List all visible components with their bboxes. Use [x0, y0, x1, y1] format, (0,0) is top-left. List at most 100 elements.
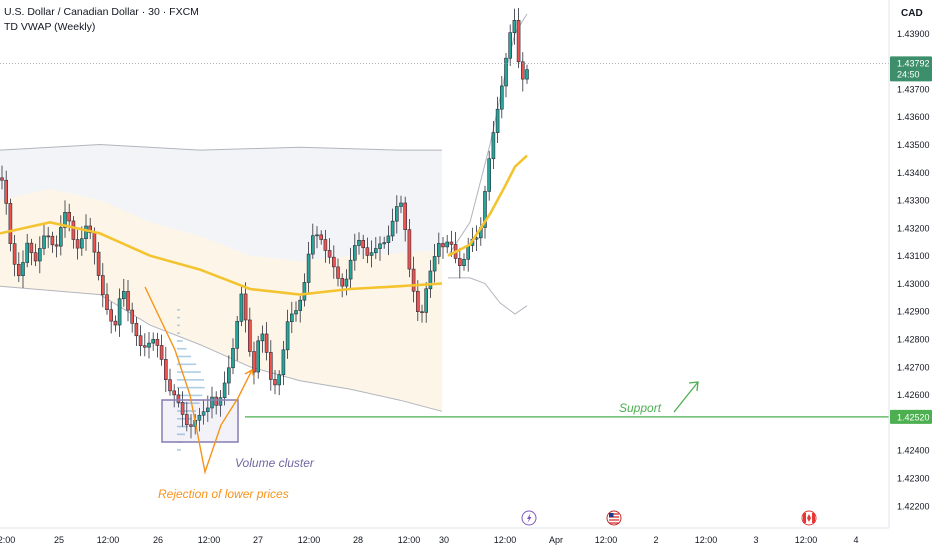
us-flag-canton: [609, 513, 614, 517]
volume-profile-bar: [177, 363, 197, 366]
volume-profile-bar: [177, 340, 183, 342]
candle-bull: [117, 298, 122, 326]
price-tick-label: 1.43500: [897, 140, 930, 150]
candle-bull: [227, 367, 231, 384]
candle-bull: [508, 32, 513, 59]
candle-bear: [67, 211, 71, 222]
price-tick-label: 1.42300: [897, 473, 930, 483]
candle-bull: [58, 227, 63, 247]
candle-bear: [96, 251, 101, 276]
candle-bear: [268, 352, 273, 380]
time-tick-label: 3: [753, 535, 758, 545]
time-tick-label: 28: [353, 535, 363, 545]
candle-bear: [130, 309, 134, 324]
volume-cluster-box: [161, 399, 239, 443]
support-arrow-head: [688, 381, 699, 392]
candle-bear: [361, 239, 366, 249]
candle-bear: [92, 232, 97, 253]
price-axis-bg[interactable]: [889, 0, 932, 550]
currency-label: CAD: [901, 8, 923, 19]
chart-title: U.S. Dollar / Canadian Dollar · 30 · FXC…: [4, 6, 199, 18]
candle-bull: [373, 248, 378, 254]
candle-bear: [176, 394, 181, 403]
candle-bull: [491, 132, 496, 160]
price-tick-label: 1.43700: [897, 84, 930, 94]
candle-bull: [483, 191, 487, 228]
candle-bull: [466, 245, 471, 260]
candle-bull: [306, 253, 311, 283]
candle-bull: [42, 235, 46, 249]
candle-bull: [80, 238, 84, 249]
candle-bull: [256, 340, 261, 373]
support-arrow-line: [673, 381, 699, 413]
candle-bull: [512, 20, 517, 33]
candle-bear: [12, 243, 17, 265]
candle-bear: [113, 320, 118, 326]
candle-bull: [378, 243, 382, 249]
candle-bear: [331, 256, 336, 268]
candle-bull: [390, 220, 395, 237]
candle-bull: [21, 262, 25, 276]
time-tick-label: 12:00: [97, 535, 120, 545]
price-tick-label: 1.43600: [897, 112, 930, 122]
candle-bear: [516, 20, 521, 63]
time-tick-label: 12:00: [795, 535, 818, 545]
candle-bull: [495, 108, 500, 133]
rejection-label: Rejection of lower prices: [158, 487, 289, 501]
candle-bull: [504, 57, 508, 87]
vwap-upper-band-fill: [0, 144, 442, 262]
candle-bear: [327, 250, 332, 258]
candle-bear: [441, 243, 445, 248]
canada-flag-leaf: [807, 514, 811, 522]
us-flag-icon[interactable]: [606, 510, 622, 526]
canada-flag-icon[interactable]: [801, 510, 817, 526]
volume-profile-bar: [177, 309, 180, 311]
candle-bear: [420, 311, 424, 313]
candle-bear: [0, 177, 4, 181]
candle-bear: [172, 390, 176, 396]
candle-bull: [386, 235, 391, 243]
candle-countdown: 24:50: [897, 69, 920, 79]
candle-bull: [399, 202, 403, 207]
candle-bear: [252, 351, 256, 373]
indicator-label[interactable]: TD VWAP (Weekly): [4, 21, 96, 33]
volume-cluster-label: Volume cluster: [235, 456, 315, 470]
time-tick-label: Apr: [549, 535, 563, 545]
candle-bear: [143, 345, 147, 348]
candle-bear: [449, 241, 454, 245]
support-price-value: 1.42520: [897, 412, 930, 422]
candle-bear: [415, 290, 420, 312]
vwap-lower-band: [0, 285, 443, 412]
volume-profile-bar: [177, 355, 192, 358]
volume-profile-bar: [177, 347, 187, 350]
price-tick-label: 1.42400: [897, 446, 930, 456]
candle-bull: [235, 321, 239, 349]
candle-bear: [16, 263, 21, 276]
candle-bull: [428, 270, 433, 290]
volume-profile-bar: [177, 449, 181, 451]
candle-bear: [88, 225, 92, 234]
candle-bull: [298, 299, 303, 311]
candle-bear: [189, 424, 193, 427]
candle-bear: [54, 244, 59, 247]
candle-bull: [285, 321, 290, 351]
candle-bull: [239, 293, 244, 322]
price-tick-label: 1.43400: [897, 168, 930, 178]
candle-bull: [37, 248, 42, 262]
candle-bull: [289, 313, 294, 323]
candle-bull: [369, 252, 374, 256]
price-tick-label: 1.42600: [897, 390, 930, 400]
time-tick-label: 12:00: [298, 535, 321, 545]
time-tick-label: 12:00: [595, 535, 618, 545]
candle-bull: [218, 397, 223, 406]
candle-bull: [445, 241, 450, 248]
time-tick-label: 12:00: [695, 535, 718, 545]
candle-bear: [4, 179, 8, 204]
time-tick-label: 12:00: [494, 535, 517, 545]
candle-bear: [105, 294, 109, 311]
lightning-icon[interactable]: [521, 510, 537, 526]
time-tick-label: 25: [54, 535, 64, 545]
vwap-line: [0, 220, 443, 296]
